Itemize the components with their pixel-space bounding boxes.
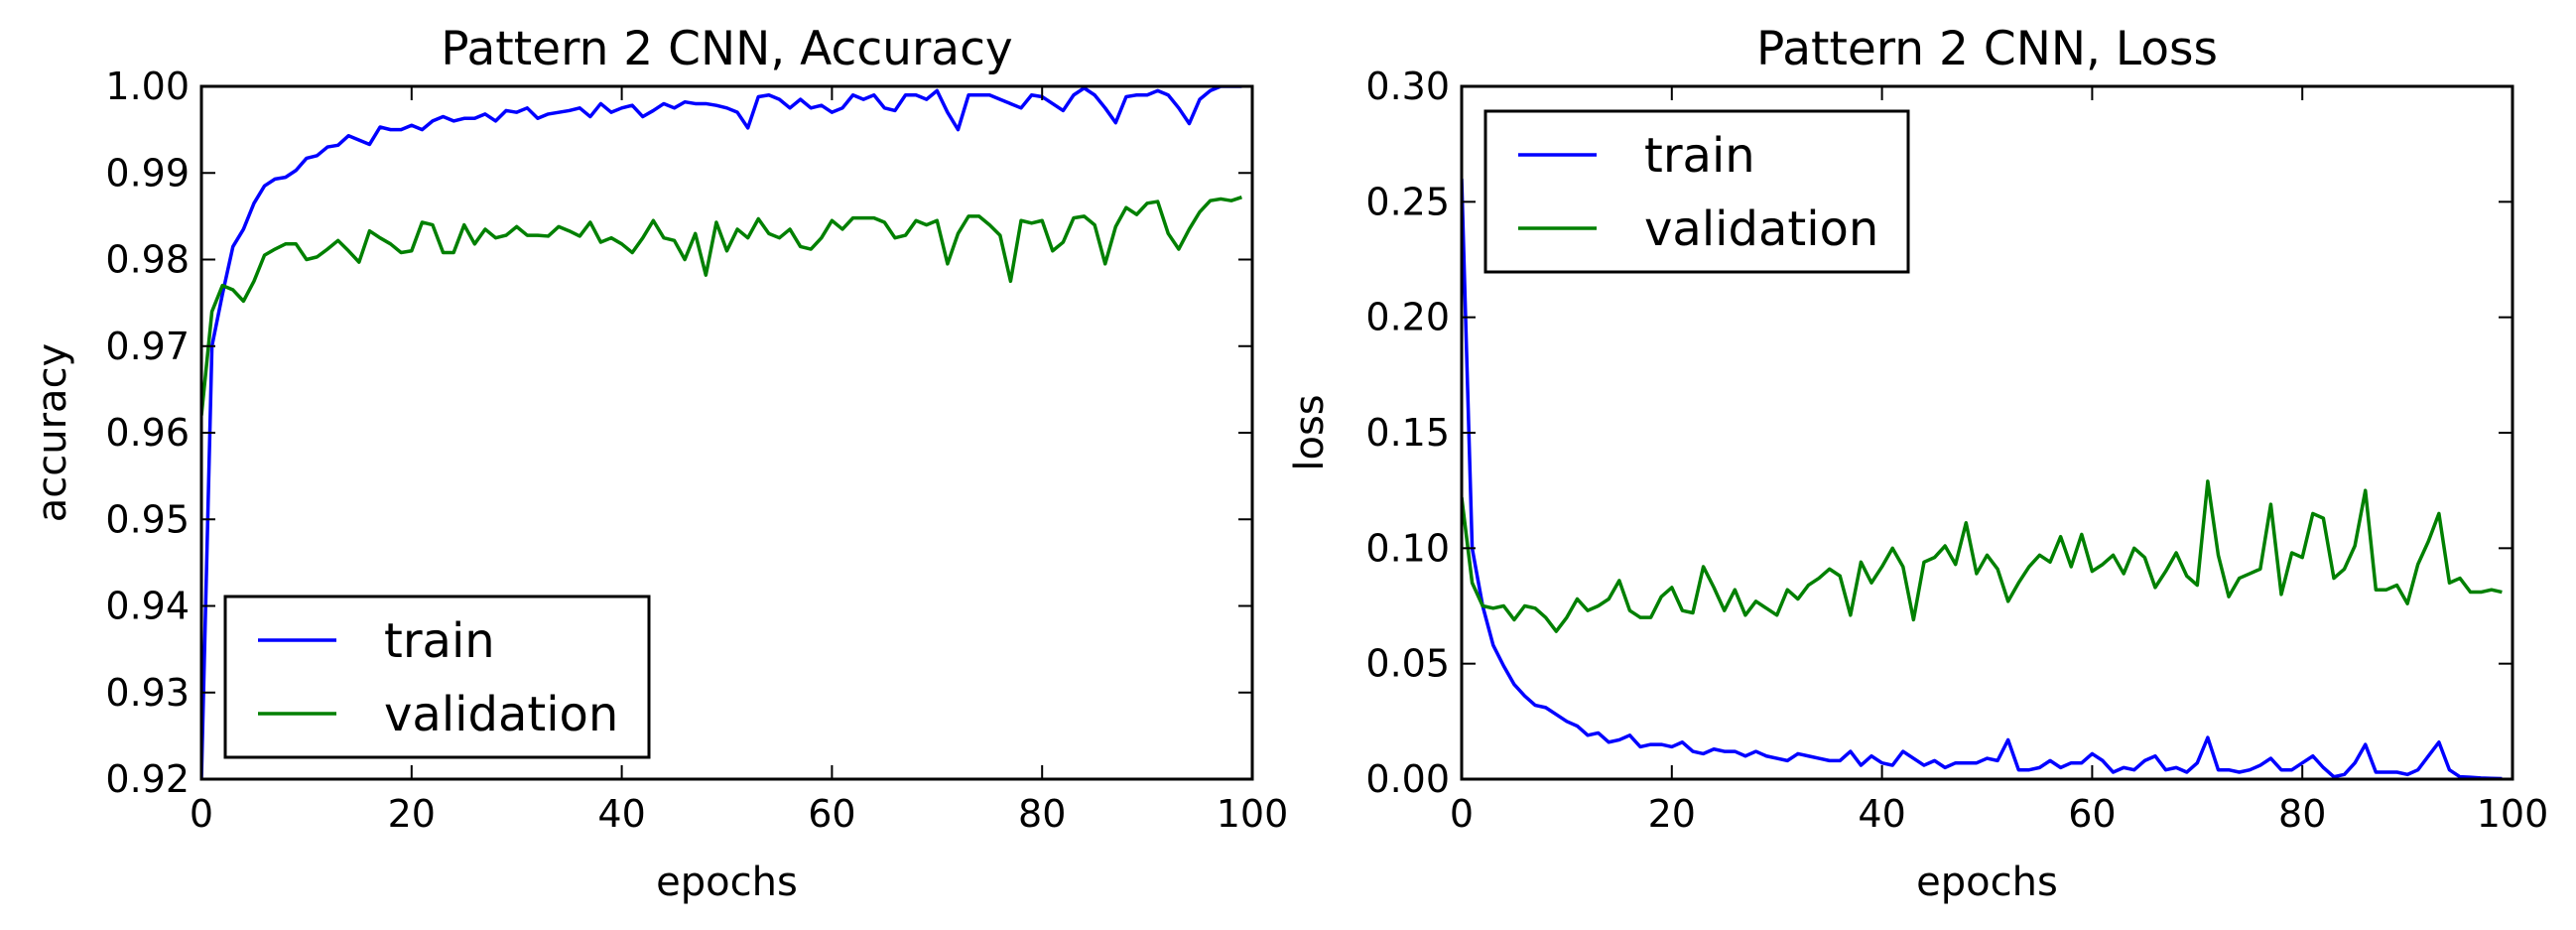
accuracy-chart-title: Pattern 2 CNN, Accuracy <box>441 22 1012 76</box>
loss-legend: train validation <box>1483 109 1910 274</box>
loss-legend-label-validation: validation <box>1644 201 1878 257</box>
accuracy-xtick-label: 0 <box>190 792 213 836</box>
loss-ytick-label: 0.25 <box>1365 180 1450 223</box>
accuracy-legend-label-validation: validation <box>384 687 618 742</box>
accuracy-legend: train validation <box>223 595 651 759</box>
accuracy-chart: 0 20 40 60 80 100 0.92 0.93 0.94 0.95 0.96 0.97 0.98… <box>30 22 1288 905</box>
accuracy-xtick-label: 20 <box>388 792 436 836</box>
loss-chart-title: Pattern 2 CNN, Loss <box>1756 22 2218 76</box>
loss-ytick-label: 0.15 <box>1365 411 1450 455</box>
accuracy-ytick-label: 1.00 <box>105 65 190 108</box>
loss-ytick-label: 0.05 <box>1365 642 1450 686</box>
accuracy-legend-box <box>223 595 651 759</box>
loss-ytick-label: 0.10 <box>1365 526 1450 570</box>
loss-xtick-label: 40 <box>1858 792 1905 836</box>
loss-chart: 0 20 40 60 80 100 0.00 0.05 0.10 0.15 0.20 0.25 0.30… <box>1287 22 2548 905</box>
loss-xtick-label: 100 <box>2477 792 2549 836</box>
accuracy-legend-label-train: train <box>384 613 495 669</box>
accuracy-ytick-label: 0.98 <box>105 238 190 282</box>
accuracy-ytick-label: 0.93 <box>105 671 190 715</box>
accuracy-ytick-label: 0.97 <box>105 325 190 368</box>
loss-ytick-label: 0.20 <box>1365 296 1450 339</box>
accuracy-xtick-label: 100 <box>1217 792 1289 836</box>
accuracy-xtick-label: 40 <box>597 792 645 836</box>
accuracy-ytick-label: 0.96 <box>105 411 190 455</box>
loss-legend-label-train: train <box>1644 128 1755 184</box>
accuracy-ytick-label: 0.95 <box>105 497 190 541</box>
accuracy-x-axis-label: epochs <box>656 860 798 905</box>
loss-train-line <box>1462 179 2503 779</box>
loss-xtick-label: 0 <box>1450 792 1474 836</box>
loss-ytick-label: 0.30 <box>1365 65 1450 108</box>
loss-xtick-label: 80 <box>2278 792 2326 836</box>
accuracy-ytick-label: 0.99 <box>105 151 190 195</box>
accuracy-y-axis-label: accuracy <box>30 343 75 522</box>
accuracy-xtick-label: 60 <box>808 792 855 836</box>
loss-validation-line <box>1462 479 2503 633</box>
accuracy-ytick-label: 0.92 <box>105 757 190 801</box>
loss-y-axis-label: loss <box>1287 394 1333 470</box>
loss-x-axis-label: epochs <box>1916 860 2058 905</box>
loss-legend-box <box>1483 109 1910 274</box>
accuracy-ytick-label: 0.94 <box>105 585 190 628</box>
accuracy-xtick-label: 80 <box>1018 792 1066 836</box>
accuracy-train-line <box>201 86 1242 779</box>
accuracy-validation-line <box>201 196 1242 416</box>
loss-xtick-label: 20 <box>1648 792 1696 836</box>
loss-ytick-label: 0.00 <box>1365 757 1450 801</box>
loss-xtick-label: 60 <box>2068 792 2116 836</box>
